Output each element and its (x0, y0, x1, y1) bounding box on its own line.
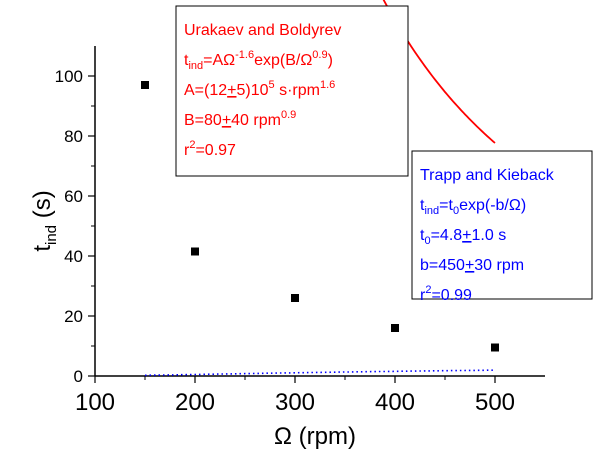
y-tick-label: 40 (64, 247, 83, 266)
text: =0.99 (431, 287, 472, 304)
subscript: ind (188, 60, 203, 72)
text: b=450 (420, 257, 465, 274)
data-point (141, 81, 149, 89)
text: =t (439, 197, 453, 214)
plus-minus: + (222, 112, 231, 129)
subscript: 0 (424, 235, 430, 247)
y-axis-label-sub: ind (43, 225, 60, 245)
y-tick-label: 0 (74, 367, 83, 386)
fit-curves (145, 0, 496, 377)
data-point (291, 294, 299, 302)
annotation-line-trapp: tind​=t0​exp(-b/Ω) (420, 197, 526, 217)
fit-annotations: Urakaev and Boldyrev tind​=AΩ-1.6​exp(B/Ω… (175, 5, 593, 304)
superscript: 5 (269, 79, 275, 91)
x-tick-label: 500 (475, 389, 515, 416)
annotation-line-trapp: t0​=4.8+1.0 s (420, 227, 506, 247)
text: r (420, 287, 426, 304)
text: exp(B/Ω (254, 52, 312, 69)
x-tick-label: 300 (275, 389, 315, 416)
text: =AΩ (203, 52, 235, 69)
text: ) (328, 52, 333, 69)
text: =4.8 (431, 227, 463, 244)
x-tick-label: 400 (375, 389, 415, 416)
annotation-line-urakaev: A=(12+5)105​ s·rpm1.6​ (184, 79, 335, 99)
annotation-box-trapp (411, 150, 593, 300)
data-points (141, 81, 499, 352)
fit-line-urakaev (382, 0, 496, 144)
annotation-line-urakaev: r2​=0.97 (184, 139, 236, 159)
data-point (491, 343, 499, 352)
text: t (420, 197, 425, 214)
data-point (191, 247, 199, 256)
text: =0.97 (195, 142, 236, 159)
x-tick-label: 200 (175, 389, 215, 416)
text: t (420, 227, 425, 244)
plus-minus: + (227, 82, 236, 99)
text: 40 rpm (231, 112, 281, 129)
text: exp(-b/Ω) (459, 197, 526, 214)
x-axis-label-text: Ω (rpm) (274, 423, 356, 450)
text: t (184, 52, 189, 69)
y-tick-label: 20 (64, 307, 83, 326)
superscript: 2 (189, 139, 195, 151)
superscript: 0.9 (281, 109, 296, 121)
text: s·rpm (275, 82, 320, 99)
annotation-line-urakaev: tind​=AΩ-1.6​exp(B/Ω0.9​) (184, 49, 333, 72)
superscript: -1.6 (235, 49, 254, 61)
annotation-title-trapp: Trapp and Kieback (420, 167, 555, 184)
annotation-line-trapp: r2​=0.99 (420, 284, 472, 304)
y-axis-label-main: t (29, 245, 56, 252)
annotation-line-urakaev: B=80+40 rpm0.9​ (184, 109, 296, 129)
text: 1.0 s (472, 227, 507, 244)
text: 5)10 (236, 82, 268, 99)
plus-minus: + (462, 227, 471, 244)
x-axis-label: Ω (rpm) (274, 423, 356, 450)
plus-minus: + (465, 257, 474, 274)
fit-line-trapp (145, 369, 496, 377)
text: A=(12 (184, 82, 227, 99)
x-tick-label: 100 (75, 389, 115, 416)
y-tick-label: 80 (64, 127, 83, 146)
subscript: ind (424, 205, 439, 217)
text: B=80 (184, 112, 222, 129)
axis-labels: Ω (rpm) tind (s) (29, 190, 356, 450)
data-point (391, 324, 399, 332)
text: r (184, 142, 190, 159)
subscript: 0 (453, 205, 459, 217)
superscript: 0.9 (312, 49, 327, 61)
y-axis-label-unit: (s) (29, 190, 56, 225)
superscript: 2 (425, 284, 431, 296)
y-tick-label: 100 (55, 67, 83, 86)
annotation-box-urakaev (175, 5, 409, 177)
annotation-title-urakaev: Urakaev and Boldyrev (184, 22, 341, 39)
text: 30 rpm (474, 257, 524, 274)
y-tick-label: 60 (64, 187, 83, 206)
y-axis-label: tind (s) (29, 190, 60, 251)
superscript: 1.6 (320, 79, 335, 91)
annotation-line-trapp: b=450+30 rpm (420, 257, 524, 274)
